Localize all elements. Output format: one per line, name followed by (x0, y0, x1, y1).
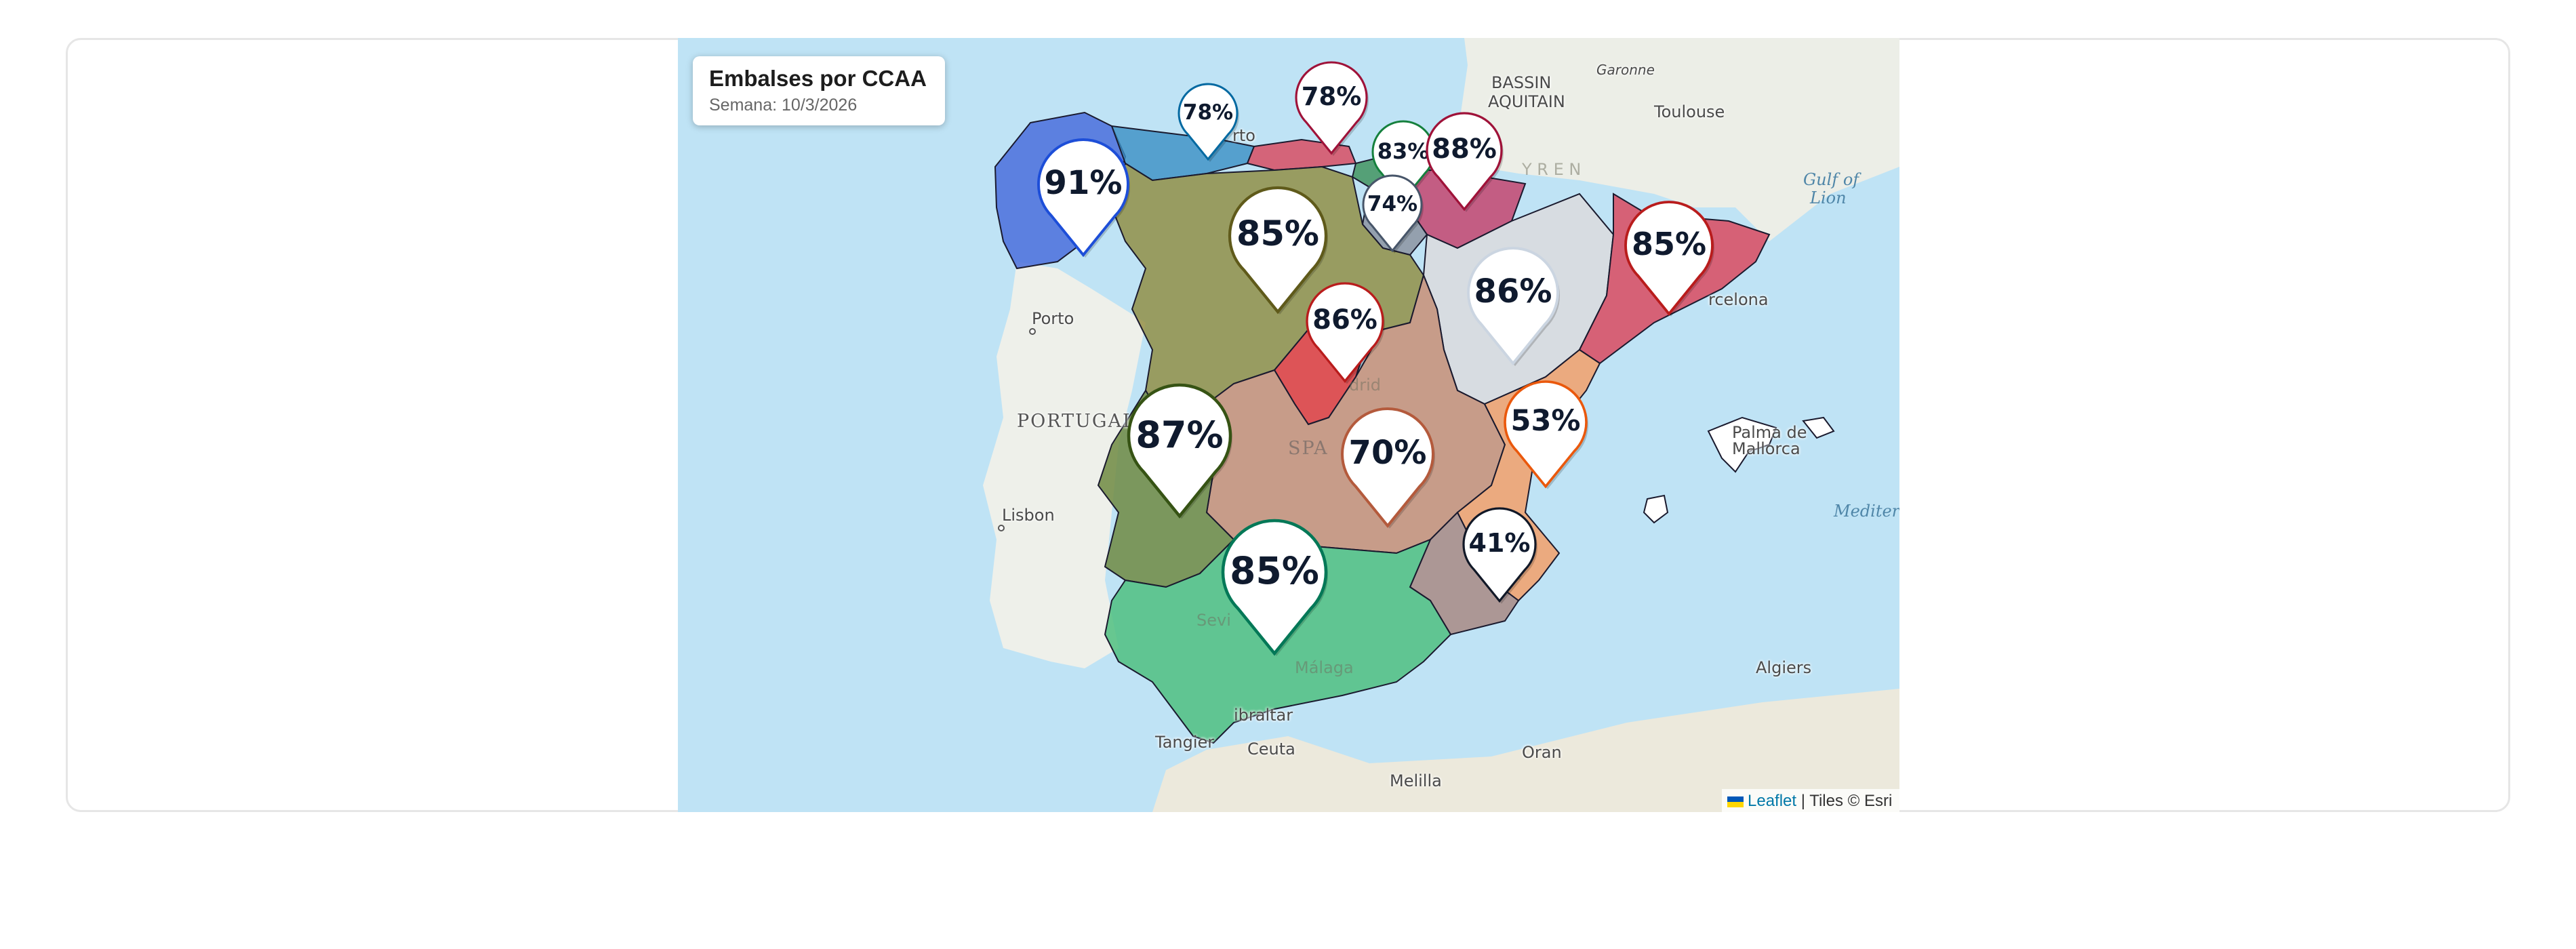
marker-andalucia[interactable]: 85% (1220, 518, 1329, 681)
pin-shape-madrid (1306, 282, 1385, 384)
marker-murcia[interactable]: 41% (1461, 506, 1538, 621)
label-sevilla: Sevi (1196, 611, 1231, 630)
region-baleares-ibiza[interactable] (1643, 494, 1669, 524)
label-bassin: BASSIN (1491, 73, 1552, 92)
label-gibraltar: ibraltar (1234, 706, 1293, 725)
marker-pais-vasco[interactable]: 83% (1370, 119, 1436, 217)
marker-valencia[interactable]: 53% (1502, 379, 1589, 508)
marker-extremadura[interactable]: 87% (1126, 382, 1233, 543)
label-portugal: PORTUGAL (1017, 411, 1136, 432)
attribution-tiles: Tiles © Esri (1809, 792, 1893, 810)
marker-cataluna[interactable]: 85% (1623, 199, 1715, 337)
marker-value-valencia: 53% (1510, 404, 1581, 439)
label-algiers: Algiers (1756, 658, 1812, 677)
label-madrid: drid (1349, 376, 1382, 395)
marker-aragon[interactable]: 86% (1466, 245, 1561, 387)
pin-shape-murcia (1462, 507, 1537, 604)
marker-value-madrid: 86% (1312, 304, 1377, 336)
label-lisbon: Lisbon (1002, 506, 1055, 525)
marker-value-galicia: 91% (1044, 164, 1123, 203)
marker-cantabria[interactable]: 78% (1293, 60, 1369, 173)
marker-value-pais-vasco: 83% (1377, 138, 1430, 165)
marker-value-asturias: 78% (1182, 100, 1234, 125)
label-toulouse: Toulouse (1654, 102, 1725, 121)
ukraine-flag-icon (1727, 796, 1744, 807)
pin-shape-navarra (1426, 112, 1504, 212)
pin-shape-extremadura (1127, 383, 1232, 519)
pin-shape-castilla-la-mancha (1341, 407, 1435, 529)
marker-castilla-leon[interactable]: 85% (1227, 185, 1329, 338)
label-mediterranean: Mediter (1834, 502, 1899, 521)
map-attribution: Leaflet | Tiles © Esri (1722, 789, 1899, 812)
title-box: Embalses por CCAA Semana: 10/3/2026 (693, 56, 945, 125)
marker-value-navarra: 88% (1432, 134, 1497, 165)
region-baleares-menorca[interactable] (1802, 416, 1835, 439)
marker-value-extremadura: 87% (1135, 413, 1224, 456)
pin-shape-asturias (1178, 83, 1239, 162)
marker-castilla-la-mancha[interactable]: 70% (1340, 406, 1436, 550)
map-subtitle: Semana: 10/3/2026 (709, 96, 858, 115)
label-spain: SPA (1288, 438, 1329, 459)
pin-shape-cataluna (1624, 201, 1714, 317)
label-porto-north: rto (1232, 126, 1255, 145)
pin-shape-cantabria (1295, 61, 1369, 157)
pin-shape-galicia (1037, 138, 1130, 258)
pin-shape-castilla-leon (1228, 186, 1328, 315)
pin-shape-la-rioja (1362, 174, 1424, 254)
dot-lisbon (998, 525, 1005, 531)
marker-value-andalucia: 85% (1230, 548, 1319, 592)
map-base-layer (678, 38, 1899, 812)
label-tangier: Tangier (1155, 733, 1215, 752)
marker-value-castilla-la-mancha: 70% (1348, 434, 1427, 472)
marker-la-rioja[interactable]: 74% (1361, 173, 1424, 267)
marker-galicia[interactable]: 91% (1036, 137, 1131, 279)
pin-shape-valencia (1504, 380, 1588, 489)
label-barcelona: rcelona (1708, 290, 1769, 309)
marker-value-la-rioja: 74% (1367, 191, 1418, 216)
marker-navarra[interactable]: 88% (1424, 110, 1504, 230)
marker-madrid[interactable]: 86% (1304, 281, 1386, 402)
leaflet-link[interactable]: Leaflet (1748, 792, 1797, 810)
label-aquitain: AQUITAIN (1488, 92, 1565, 111)
region-baleares-mallorca[interactable] (1707, 416, 1777, 473)
label-porto: Porto (1032, 309, 1074, 328)
marker-value-aragon: 86% (1474, 272, 1552, 311)
marker-value-murcia: 41% (1468, 528, 1531, 559)
label-ceuta: Ceuta (1247, 740, 1295, 759)
africa-land (1152, 689, 1899, 812)
pin-shape-aragon (1467, 247, 1560, 367)
marker-value-cantabria: 78% (1301, 82, 1362, 112)
dot-porto (1029, 328, 1036, 335)
label-gulf-of: Gulf of (1803, 170, 1859, 189)
france-land (1457, 38, 1899, 241)
label-palma: Palma de (1732, 423, 1807, 442)
label-garonne: Garonne (1596, 62, 1655, 78)
label-melilla: Melilla (1390, 771, 1442, 790)
marker-value-cataluna: 85% (1631, 226, 1707, 263)
label-mallorca: Mallorca (1732, 439, 1800, 458)
marker-value-castilla-leon: 85% (1236, 214, 1320, 255)
spain-reservoir-map[interactable]: BASSIN AQUITAIN Garonne Toulouse Gulf of… (678, 38, 1899, 812)
pin-shape-andalucia (1221, 519, 1328, 656)
map-title: Embalses por CCAA (709, 66, 927, 91)
marker-asturias[interactable]: 78% (1176, 81, 1240, 176)
label-malaga: Málaga (1295, 658, 1354, 677)
label-pyrenees: Y R E N (1522, 160, 1582, 179)
attribution-separator: | (1800, 792, 1805, 810)
label-oran: Oran (1522, 743, 1562, 762)
label-lion: Lion (1810, 188, 1847, 207)
